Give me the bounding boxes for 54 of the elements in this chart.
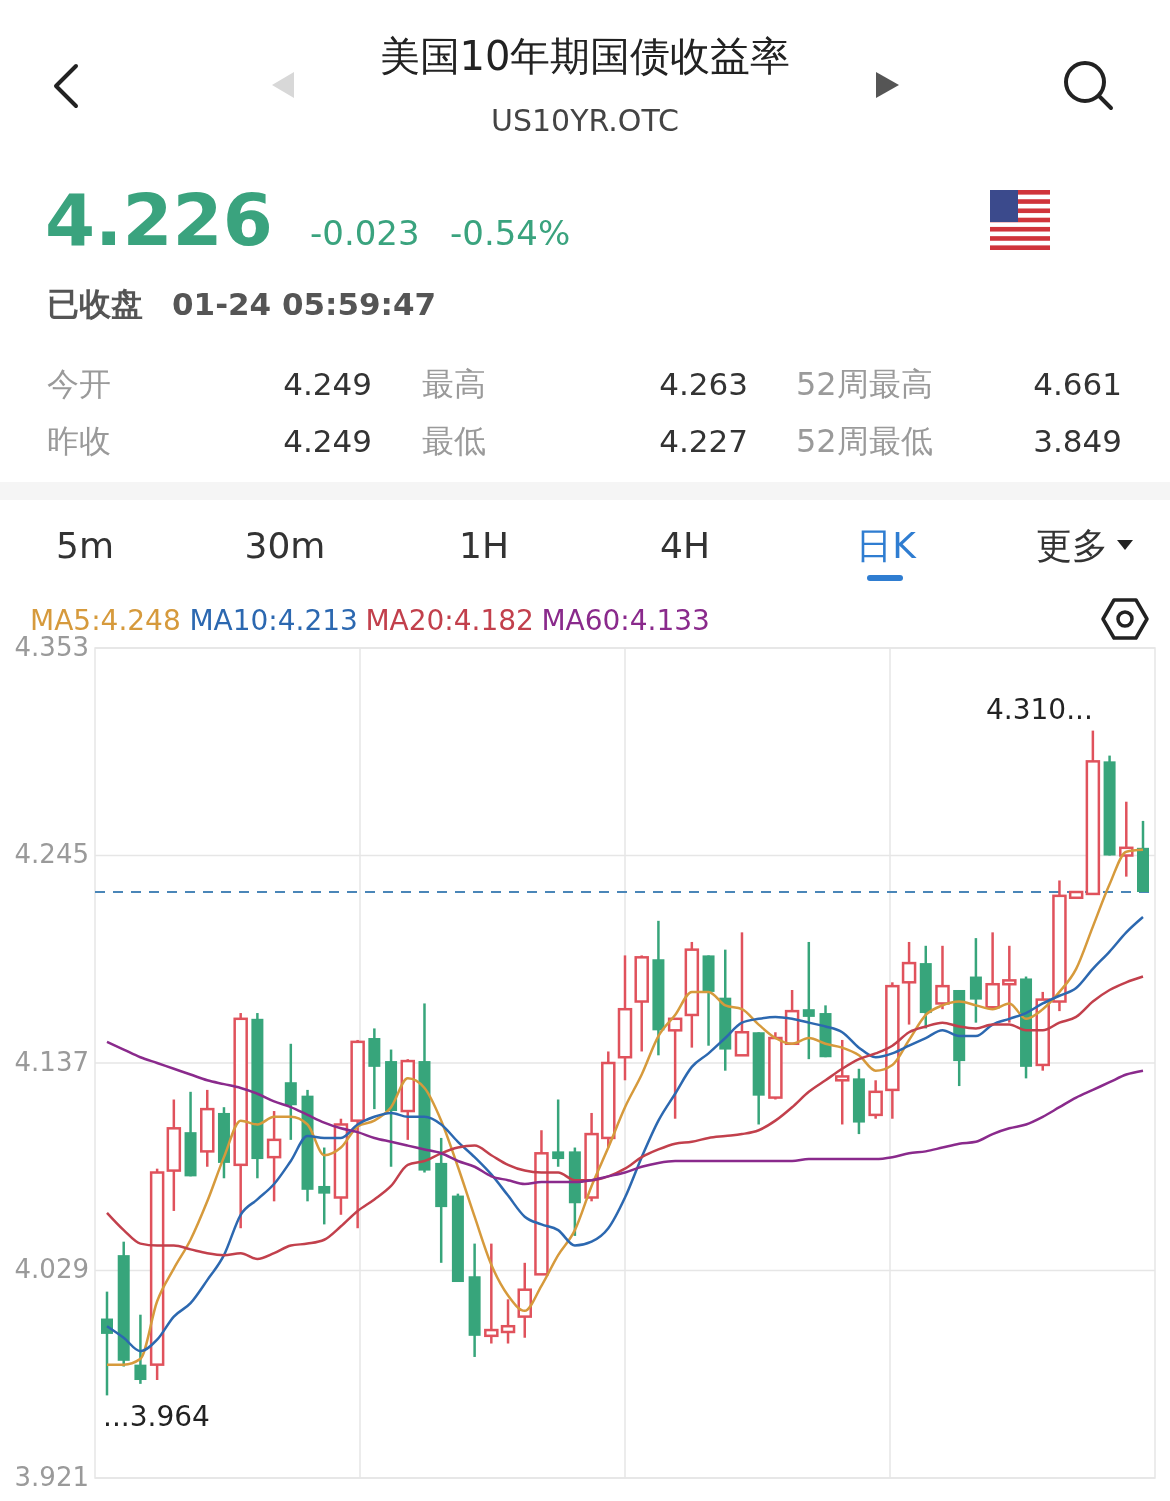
text: 3.849: [1033, 423, 1122, 459]
line-series: [105, 1040, 1145, 1186]
candlestick: [500, 1298, 516, 1345]
candlestick: [734, 931, 750, 1057]
text: 4.249: [283, 423, 372, 459]
y-tick-label: 4.029: [14, 1254, 89, 1284]
text: 已收盘: [47, 285, 143, 323]
candlestick: [134, 1313, 147, 1386]
chart-subtitle: US10YR.OTC: [491, 103, 679, 138]
text: 昨收: [47, 422, 111, 460]
candlestick: [969, 936, 982, 1024]
y-tick-label: 4.137: [14, 1046, 89, 1077]
text: 52周最高: [796, 365, 933, 403]
candlestick: [667, 1017, 683, 1120]
candlestick: [901, 940, 917, 1026]
text: 30m: [244, 525, 326, 566]
text: 日K: [856, 525, 918, 566]
text: -0.54%: [450, 213, 571, 253]
candlestick: [484, 1242, 499, 1345]
line-series: [105, 975, 1145, 1261]
text: 4.661: [1033, 366, 1122, 402]
text: MA10:4.213: [189, 604, 358, 637]
candlestick: [802, 940, 815, 1061]
candlestick: [552, 1098, 565, 1168]
annotation: ...3.964: [103, 1400, 210, 1434]
candlestick: [868, 1079, 883, 1120]
chart-title: 美国10年期国债收益率: [379, 33, 791, 79]
candlestick: [318, 1146, 331, 1226]
text: 最低: [422, 422, 486, 460]
text: MA20:4.182: [365, 604, 534, 637]
text: 01-24 05:59:47: [172, 286, 437, 322]
text: 4.227: [659, 423, 748, 459]
text: 1H: [459, 525, 509, 566]
text: MA60:4.133: [541, 604, 710, 637]
text: 4.249: [283, 366, 372, 402]
y-tick-label: 4.245: [14, 839, 89, 869]
text: 4.226: [45, 178, 273, 262]
text: -0.023: [310, 213, 420, 253]
text: 更多: [1036, 525, 1108, 566]
candlestick: [935, 944, 950, 1011]
text: 4H: [660, 525, 710, 566]
text: 今开: [47, 365, 111, 403]
text: 5m: [56, 525, 114, 566]
candlestick: [834, 1038, 850, 1126]
annotation: 4.310...: [986, 692, 1093, 726]
candlestick: [284, 1042, 297, 1142]
candlestick: [985, 931, 1000, 1009]
text: 最高: [422, 365, 486, 403]
y-tick-label: 3.921: [14, 1461, 89, 1492]
line-series: [105, 848, 1145, 1366]
candlestick: [1002, 944, 1017, 1024]
text: 52周最低: [796, 422, 933, 460]
text: 4.263: [659, 366, 748, 402]
candlestick: [266, 1109, 282, 1203]
